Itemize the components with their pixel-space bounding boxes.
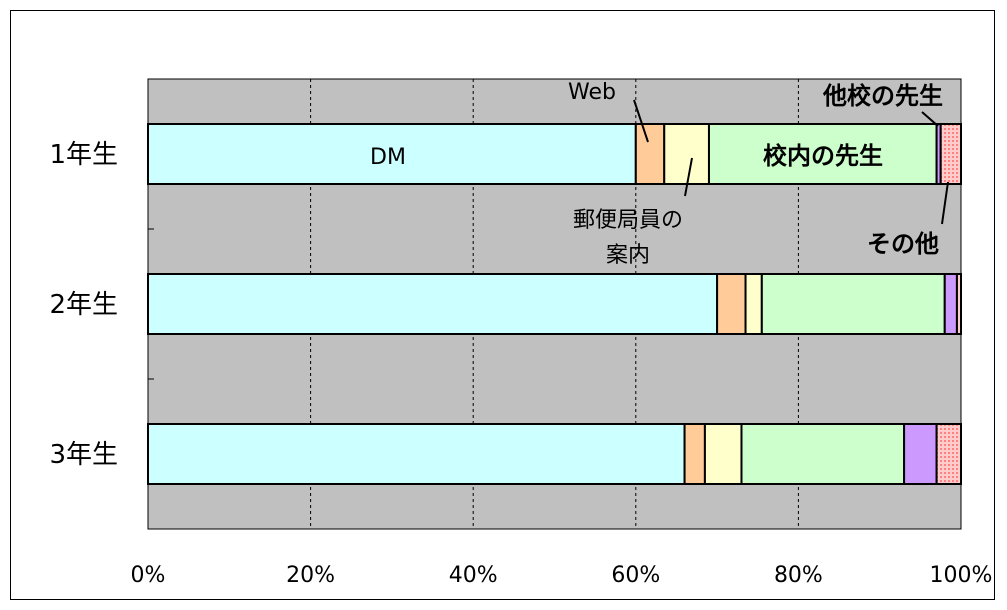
annotation-web-leader [633, 99, 649, 143]
bar-segment [760, 273, 946, 335]
annotation-web: Web [568, 80, 616, 105]
bar-segment [663, 123, 710, 185]
x-tick-label: 20% [286, 563, 335, 588]
x-tick-label: 80% [774, 563, 823, 588]
bar-segment [634, 123, 666, 185]
bar-segment [147, 423, 686, 485]
annotation-other: その他 [867, 230, 939, 258]
bar-segment [744, 273, 763, 335]
bar-segment [703, 423, 743, 485]
annotation-post-leader [684, 157, 693, 197]
annotation-dm: DM [370, 145, 406, 170]
bar-segment [939, 123, 962, 185]
bar-segment [683, 423, 706, 485]
annotation-other-teacher: 他校の先生 [822, 82, 943, 110]
annotation-other-teacher-leader [921, 111, 939, 127]
bar-segment [707, 123, 938, 185]
bar-segment [716, 273, 747, 335]
category-labels: 1年生 2年生 3年生 [49, 140, 118, 470]
x-tick-label: 0% [131, 563, 166, 588]
annotation-post-line2: 案内 [606, 243, 650, 268]
x-tick-labels: 0% 20% 40% 60% 80% 100% [131, 563, 993, 588]
annotation-post-line1: 郵便局員の [573, 208, 683, 233]
x-tick-label: 60% [611, 563, 660, 588]
bar-segment [903, 423, 938, 485]
bar-segment [955, 273, 962, 335]
annotation-teacher: 校内の先生 [763, 142, 883, 170]
bars [147, 123, 962, 485]
category-label: 1年生 [49, 140, 118, 170]
bar-segment [935, 423, 962, 485]
category-label: 3年生 [49, 440, 118, 470]
annotation-other-leader [941, 181, 949, 225]
x-tick-label: 100% [930, 563, 993, 588]
bar-segment [147, 273, 719, 335]
category-label: 2年生 [49, 290, 118, 320]
x-tick-label: 40% [449, 563, 498, 588]
bar-segment [740, 423, 906, 485]
bar-segment [943, 273, 958, 335]
